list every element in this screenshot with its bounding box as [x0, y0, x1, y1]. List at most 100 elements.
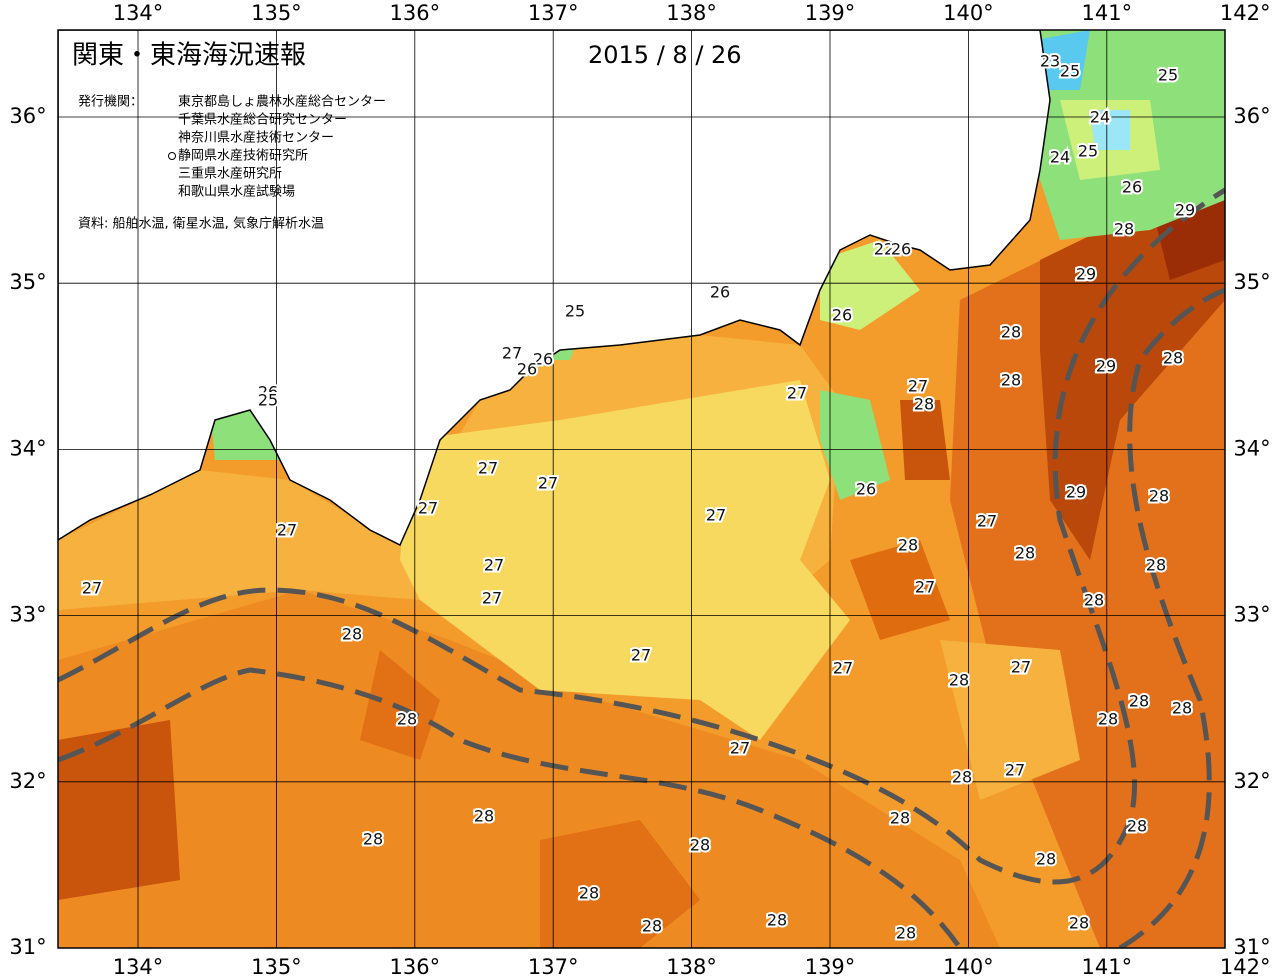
axis-labels: 134° 134° 135° 135° 136° 136° 137° 137° 138° 138°… — [9, 1, 1270, 979]
station-marker — [168, 152, 176, 160]
lon-label-top: 142° — [1220, 1, 1271, 25]
contour-label: 27 — [502, 344, 522, 363]
contour-label: 28 — [949, 671, 969, 690]
contour-label: 28 — [1146, 556, 1166, 575]
contour-label: 27 — [538, 474, 558, 493]
contour-label: 23 — [1040, 52, 1060, 71]
issuer-label: 発行機関： — [78, 95, 143, 110]
lon-label-top: 135° — [251, 1, 302, 25]
contour-label: 28 — [1172, 699, 1192, 718]
contour-label: 28 — [914, 395, 934, 414]
contour-label: 28 — [1129, 692, 1149, 711]
contour-label: 26 — [517, 360, 537, 379]
date: 2015 / 8 / 26 — [588, 41, 742, 69]
lat-label-right: 33° — [1233, 603, 1270, 627]
contour-label: 29 — [1175, 201, 1195, 220]
contour-label: 28 — [642, 917, 662, 936]
issuer-list: 東京都島しょ農林水産総合センター千葉県水産総合研究センター神奈川県水産技術センタ… — [178, 94, 386, 200]
lat-label-right: 36° — [1233, 104, 1270, 128]
contour-label: 27 — [730, 739, 750, 758]
lon-label-top: 141° — [1082, 1, 1133, 25]
contour-label: 27 — [706, 506, 726, 525]
current-axis — [58, 187, 1225, 948]
lon-label-bottom: 137° — [528, 955, 579, 979]
lon-label-bottom: 141° — [1082, 955, 1133, 979]
contour-label: 26 — [1122, 178, 1142, 197]
source: 資料: 船舶水温, 衛星水温, 気象庁解析水温 — [78, 216, 324, 232]
lat-label-left: 36° — [9, 104, 46, 128]
contour-label: 26 — [710, 283, 730, 302]
lon-label-top: 138° — [666, 1, 717, 25]
contour-label: 26 — [258, 383, 278, 402]
contour-label: 27 — [1005, 761, 1025, 780]
lat-label-left: 31° — [9, 935, 46, 959]
title: 関東・東海海況速報 — [72, 41, 306, 71]
map-frame — [57, 29, 1226, 949]
contour-label: 28 — [1114, 220, 1134, 239]
contour-label: 26 — [832, 306, 852, 325]
lat-label-right: 32° — [1233, 769, 1270, 793]
contour-label: 25 — [1158, 66, 1178, 85]
contour-label: 27 — [915, 578, 935, 597]
contour-label: 28 — [397, 710, 417, 729]
lon-label-bottom: 142° — [1220, 955, 1271, 979]
lat-label-left: 34° — [9, 436, 46, 460]
contour-label: 28 — [363, 830, 383, 849]
contour-label: 28 — [1001, 371, 1021, 390]
contour-label: 26 — [856, 480, 876, 499]
contour-label: 28 — [952, 768, 972, 787]
lon-label-bottom: 140° — [943, 955, 994, 979]
contour-label: 27 — [908, 377, 928, 396]
lon-label-bottom: 139° — [805, 955, 856, 979]
lon-label-bottom: 135° — [251, 955, 302, 979]
contour-label: 28 — [1084, 591, 1104, 610]
contour-label: 28 — [474, 807, 494, 826]
contour-label: 29 — [1076, 265, 1096, 284]
issuer: 和歌山県水産試験場 — [178, 184, 295, 200]
contour-label: 27 — [631, 646, 651, 665]
lat-label-left: 35° — [9, 270, 46, 294]
lon-label-bottom: 134° — [113, 955, 164, 979]
contour-label: 29 — [1066, 483, 1086, 502]
contour-label: 24 — [1050, 148, 1070, 167]
contour-label: 28 — [898, 536, 918, 555]
lat-label-left: 32° — [9, 769, 46, 793]
issuer: 東京都島しょ農林水産総合センター — [178, 94, 386, 110]
contour-label: 27 — [478, 459, 498, 478]
contour-label: 28 — [1001, 323, 1021, 342]
lon-label-top: 140° — [943, 1, 994, 25]
contour-label: 29 — [1096, 357, 1116, 376]
contour-label: 28 — [1069, 914, 1089, 933]
contour-label: 25 — [565, 302, 585, 321]
contour-label: 28 — [1036, 850, 1056, 869]
contour-label: 27 — [277, 521, 297, 540]
contour-label: 28 — [1098, 710, 1118, 729]
lon-label-top: 139° — [805, 1, 856, 25]
contour-label: 28 — [1163, 349, 1183, 368]
contour-label: 28 — [342, 625, 362, 644]
lat-label-right: 31° — [1233, 935, 1270, 959]
contour-label: 27 — [82, 579, 102, 598]
contour-label: 27 — [482, 589, 502, 608]
issuer: 静岡県水産技術研究所 — [178, 148, 308, 164]
lon-label-top: 136° — [390, 1, 441, 25]
contour-label: 28 — [1015, 544, 1035, 563]
contour-label: 27 — [977, 512, 997, 531]
contour-label: 25 — [258, 391, 278, 410]
issuer: 神奈川県水産技術センター — [178, 130, 334, 146]
lat-label-left: 33° — [9, 603, 46, 627]
contour-label: 25 — [1060, 62, 1080, 81]
contour-label: 26 — [891, 240, 911, 259]
lon-label-bottom: 138° — [666, 955, 717, 979]
lat-label-right: 35° — [1233, 270, 1270, 294]
lon-label-bottom: 136° — [390, 955, 441, 979]
contour-label: 22 — [874, 240, 894, 259]
contour-label: 28 — [690, 836, 710, 855]
graticule — [58, 30, 1225, 948]
contour-label: 28 — [579, 884, 599, 903]
contour-label: 26 — [533, 350, 553, 369]
contour-label: 28 — [1149, 487, 1169, 506]
contour-label: 28 — [896, 924, 916, 943]
contour-label: 27 — [484, 556, 504, 575]
